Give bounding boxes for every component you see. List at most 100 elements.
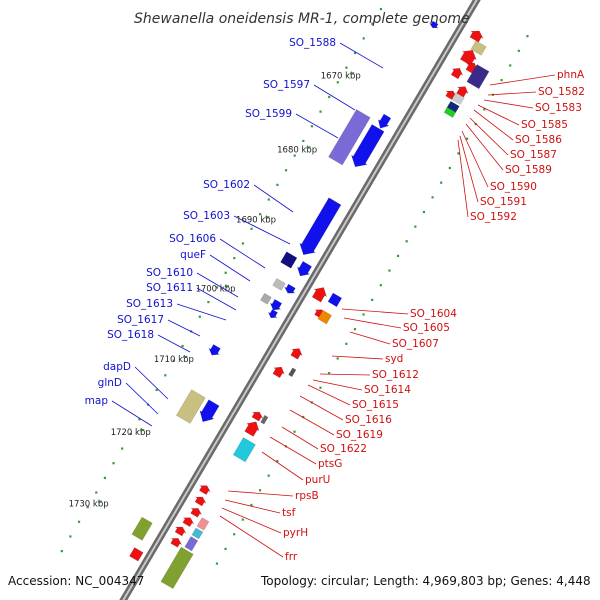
plus-strand-gene[interactable] bbox=[267, 308, 280, 320]
gene-label-minus[interactable]: syd bbox=[385, 353, 403, 365]
plus-strand-gene[interactable] bbox=[272, 278, 286, 291]
minus-strand-gene[interactable] bbox=[271, 364, 286, 379]
minus-strand-gene[interactable] bbox=[232, 437, 256, 463]
minus-strand-gene[interactable] bbox=[449, 65, 464, 80]
plus-strand-gene[interactable] bbox=[296, 197, 343, 260]
minus-strand-gene[interactable] bbox=[191, 527, 204, 540]
plus-strand-gene[interactable] bbox=[129, 547, 144, 562]
label-leader-line bbox=[459, 135, 479, 203]
label-leader-line bbox=[313, 84, 356, 111]
gene-label-minus[interactable]: frr bbox=[285, 551, 298, 563]
minus-strand-gene[interactable] bbox=[198, 483, 212, 496]
plus-strand-gene[interactable] bbox=[175, 389, 206, 424]
label-leader-line bbox=[299, 395, 344, 421]
gene-label-minus[interactable]: SO_1589 bbox=[505, 164, 552, 176]
gene-label-minus[interactable]: SO_1622 bbox=[320, 443, 367, 455]
gene-label-minus[interactable]: pyrH bbox=[283, 527, 308, 539]
gene-label-plus[interactable]: SO_1606 bbox=[169, 233, 216, 245]
scale-tick-label: 1680 kbp bbox=[277, 146, 317, 156]
gene-label-minus[interactable]: SO_1616 bbox=[345, 414, 392, 426]
minus-strand-gene[interactable] bbox=[184, 536, 199, 552]
topology-text: Topology: circular; Length: 4,969,803 bp… bbox=[261, 574, 591, 588]
plus-strand-gene[interactable] bbox=[428, 20, 440, 30]
scale-tick-mark bbox=[350, 72, 355, 75]
gene-label-minus[interactable]: SO_1605 bbox=[403, 322, 450, 334]
minus-strand-gene[interactable] bbox=[189, 505, 203, 518]
plus-strand-gene[interactable] bbox=[280, 251, 298, 269]
plus-strand-gene[interactable] bbox=[268, 298, 283, 313]
minus-strand-gene[interactable] bbox=[327, 292, 343, 308]
gene-label-minus[interactable]: phnA bbox=[557, 69, 585, 81]
gene-label-plus[interactable]: SO_1599 bbox=[245, 108, 292, 120]
minus-strand-gene[interactable] bbox=[443, 106, 457, 118]
minus-strand-gene[interactable] bbox=[173, 524, 187, 537]
gene-label-minus[interactable]: SO_1607 bbox=[392, 338, 439, 350]
plus-strand-gene[interactable] bbox=[283, 283, 297, 296]
gene-label-plus[interactable]: SO_1617 bbox=[117, 314, 164, 326]
scale-tick-mark bbox=[224, 285, 229, 288]
plus-strand-gene[interactable] bbox=[131, 516, 153, 541]
minus-strand-gene[interactable] bbox=[250, 409, 264, 422]
gene-label-minus[interactable]: SO_1615 bbox=[352, 399, 399, 411]
plus-strand-gene[interactable] bbox=[328, 109, 371, 166]
scale-tick-label: 1690 kbp bbox=[236, 215, 276, 225]
gene-label-minus[interactable]: SO_1619 bbox=[336, 429, 383, 441]
gene-label-minus[interactable]: SO_1582 bbox=[538, 86, 585, 98]
minus-strand-gene[interactable] bbox=[459, 46, 480, 66]
gene-label-minus[interactable]: SO_1592 bbox=[470, 211, 517, 223]
gene-label-minus[interactable]: SO_1583 bbox=[535, 102, 582, 114]
gene-label-plus[interactable]: SO_1588 bbox=[289, 37, 336, 49]
gene-label-plus[interactable]: queF bbox=[180, 249, 206, 261]
minus-strand-gene[interactable] bbox=[455, 83, 470, 98]
gene-label-minus[interactable]: SO_1614 bbox=[364, 384, 411, 396]
gene-label-minus[interactable]: SO_1591 bbox=[480, 196, 527, 208]
minus-strand-gene[interactable] bbox=[317, 309, 332, 325]
plus-strand-gene[interactable] bbox=[294, 260, 313, 279]
plus-strand-gene[interactable] bbox=[347, 123, 385, 171]
gene-label-plus[interactable]: glnD bbox=[98, 377, 122, 389]
plus-strand-gene[interactable] bbox=[196, 399, 221, 426]
gene-label-plus[interactable]: dapD bbox=[103, 361, 131, 373]
gene-label-plus[interactable]: SO_1610 bbox=[146, 267, 193, 279]
gene-label-minus[interactable]: SO_1590 bbox=[490, 181, 537, 193]
minus-strand-gene[interactable] bbox=[169, 535, 183, 548]
plus-strand-gene[interactable] bbox=[207, 343, 222, 358]
minus-strand-gene[interactable] bbox=[243, 418, 262, 437]
minus-strand-gene[interactable] bbox=[260, 414, 269, 425]
gene-label-plus[interactable]: SO_1602 bbox=[203, 179, 250, 191]
gene-label-minus[interactable]: rpsB bbox=[295, 490, 319, 502]
minus-strand-gene[interactable] bbox=[470, 40, 487, 56]
label-leader-line bbox=[307, 384, 351, 406]
gene-label-minus[interactable]: SO_1604 bbox=[410, 308, 457, 320]
gene-label-plus[interactable]: SO_1597 bbox=[263, 79, 310, 91]
gene-label-plus[interactable]: SO_1603 bbox=[183, 210, 230, 222]
minus-strand-gene[interactable] bbox=[451, 92, 465, 105]
minus-strand-gene[interactable] bbox=[288, 367, 297, 378]
gene-label-plus[interactable]: map bbox=[85, 395, 109, 407]
minus-strand-gene[interactable] bbox=[181, 515, 195, 528]
gene-label-minus[interactable]: tsf bbox=[282, 507, 296, 519]
gene-label-minus[interactable]: purU bbox=[305, 474, 330, 486]
label-leader-line bbox=[125, 382, 159, 415]
gene-label-minus[interactable]: SO_1585 bbox=[521, 119, 568, 131]
gene-label-plus[interactable]: SO_1618 bbox=[107, 329, 154, 341]
plus-strand-gene[interactable] bbox=[260, 292, 272, 305]
gene-label-minus[interactable]: SO_1586 bbox=[515, 134, 562, 146]
label-leader-line bbox=[196, 272, 239, 298]
minus-strand-gene[interactable] bbox=[196, 517, 210, 531]
gene-label-plus[interactable]: SO_1613 bbox=[126, 298, 173, 310]
label-leader-line bbox=[219, 515, 284, 558]
plus-strand-gene[interactable] bbox=[375, 113, 392, 131]
gene-label-minus[interactable]: SO_1612 bbox=[372, 369, 419, 381]
minus-strand-gene[interactable] bbox=[193, 494, 207, 507]
label-leader-line bbox=[341, 308, 409, 315]
gene-label-plus[interactable]: SO_1611 bbox=[146, 282, 193, 294]
label-leader-line bbox=[167, 319, 201, 337]
gene-label-minus[interactable]: SO_1587 bbox=[510, 149, 557, 161]
minus-strand-gene[interactable] bbox=[160, 546, 194, 590]
minus-strand-gene[interactable] bbox=[466, 64, 490, 90]
minus-strand-gene[interactable] bbox=[310, 284, 329, 303]
minus-strand-gene[interactable] bbox=[468, 27, 485, 43]
gene-label-minus[interactable]: ptsG bbox=[318, 458, 342, 470]
minus-strand-gene[interactable] bbox=[289, 346, 304, 361]
